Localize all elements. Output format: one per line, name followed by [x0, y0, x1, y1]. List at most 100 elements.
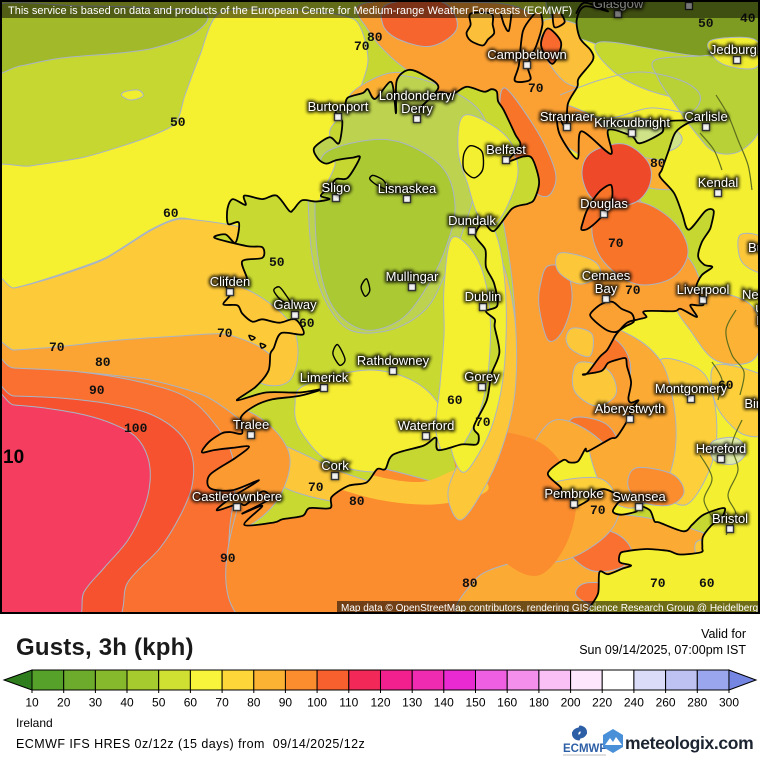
svg-text:Hereford: Hereford	[696, 441, 747, 456]
svg-text:Hereford: Hereford	[696, 441, 747, 456]
svg-text:Dublin: Dublin	[465, 289, 502, 304]
svg-text:50: 50	[170, 115, 186, 130]
svg-text:260: 260	[656, 696, 676, 709]
svg-text:Aberystwyth: Aberystwyth	[595, 401, 666, 416]
svg-text:80: 80	[247, 696, 261, 709]
svg-text:Pembroke: Pembroke	[544, 486, 603, 501]
svg-text:Kirkcudbright: Kirkcudbright	[594, 115, 670, 130]
svg-text:meteologix.com: meteologix.com	[625, 733, 753, 753]
svg-text:100: 100	[307, 696, 327, 709]
svg-text:180: 180	[529, 696, 549, 709]
svg-text:Rathdowney: Rathdowney	[357, 353, 430, 368]
svg-text:80: 80	[650, 156, 666, 171]
svg-text:Birmingham: Birmingham	[744, 396, 760, 411]
svg-text:90: 90	[89, 383, 105, 398]
svg-text:Lyme: Lyme	[756, 313, 760, 328]
svg-text:90: 90	[220, 551, 236, 566]
svg-text:Campbeltown: Campbeltown	[487, 47, 567, 62]
svg-text:Montgomery: Montgomery	[655, 381, 728, 396]
svg-text:Swansea: Swansea	[612, 489, 666, 504]
svg-text:Kendal: Kendal	[698, 175, 739, 190]
svg-text:60: 60	[699, 576, 715, 591]
svg-text:90: 90	[279, 696, 293, 709]
svg-text:150: 150	[465, 696, 485, 709]
svg-text:Swansea: Swansea	[612, 489, 666, 504]
svg-text:30: 30	[89, 696, 103, 709]
svg-text:Bristol: Bristol	[712, 511, 748, 526]
svg-text:70: 70	[608, 236, 624, 251]
svg-text:70: 70	[308, 480, 324, 495]
svg-text:Belfast: Belfast	[486, 142, 526, 157]
svg-text:Bay: Bay	[595, 281, 618, 296]
svg-text:70: 70	[49, 340, 65, 355]
svg-text:Aberystwyth: Aberystwyth	[595, 401, 666, 416]
svg-text:240: 240	[624, 696, 644, 709]
svg-text:Castletownbere: Castletownbere	[192, 489, 282, 504]
svg-text:Derry: Derry	[401, 101, 433, 116]
svg-text:70: 70	[590, 503, 606, 518]
svg-text:70: 70	[475, 415, 491, 430]
svg-text:70: 70	[625, 283, 641, 298]
svg-text:160: 160	[497, 696, 517, 709]
svg-text:80: 80	[349, 494, 365, 509]
svg-text:80: 80	[367, 30, 383, 45]
svg-text:Jedburgh: Jedburgh	[710, 42, 760, 57]
svg-text:10: 10	[25, 696, 39, 709]
svg-text:Limerick: Limerick	[300, 370, 349, 385]
svg-text:Sligo: Sligo	[322, 180, 351, 195]
svg-text:70: 70	[650, 576, 666, 591]
svg-text:Lyme: Lyme	[756, 313, 760, 328]
svg-text:Limerick: Limerick	[300, 370, 349, 385]
svg-text:60: 60	[447, 393, 463, 408]
svg-text:Belfast: Belfast	[486, 142, 526, 157]
svg-text:Cork: Cork	[321, 458, 349, 473]
svg-text:Montgomery: Montgomery	[655, 381, 728, 396]
svg-text:Clifden: Clifden	[210, 274, 250, 289]
svg-text:Lisnaskea: Lisnaskea	[378, 181, 437, 196]
svg-text:40: 40	[120, 696, 134, 709]
svg-text:This service is based on data: This service is based on data and produc…	[8, 5, 572, 17]
svg-text:under: under	[755, 300, 760, 315]
svg-text:200: 200	[561, 696, 581, 709]
svg-text:70: 70	[217, 326, 233, 341]
svg-text:Carlisle: Carlisle	[684, 109, 727, 124]
svg-text:Gorey: Gorey	[464, 369, 500, 384]
svg-text:Dundalk: Dundalk	[448, 213, 496, 228]
svg-text:Kirkcudbright: Kirkcudbright	[594, 115, 670, 130]
svg-text:Stranraer: Stranraer	[540, 109, 595, 124]
svg-text:Mullingar: Mullingar	[386, 269, 439, 284]
svg-text:Burnley: Burnley	[748, 240, 760, 255]
svg-text:Map data © OpenStreetMap contr: Map data © OpenStreetMap contributors, r…	[341, 603, 760, 614]
svg-text:Mullingar: Mullingar	[386, 269, 439, 284]
svg-text:Derry: Derry	[401, 101, 433, 116]
svg-text:Londonderry/: Londonderry/	[379, 88, 456, 103]
svg-text:Tralee: Tralee	[233, 417, 269, 432]
svg-text:Cemaes: Cemaes	[582, 268, 631, 283]
svg-text:280: 280	[687, 696, 707, 709]
svg-text:Castletownbere: Castletownbere	[192, 489, 282, 504]
svg-text:60: 60	[163, 206, 179, 221]
svg-text:Burnley: Burnley	[748, 240, 760, 255]
svg-text:Stranraer: Stranraer	[540, 109, 595, 124]
svg-text:80: 80	[462, 576, 478, 591]
svg-text:80: 80	[95, 355, 111, 370]
svg-text:100: 100	[124, 421, 148, 436]
svg-text:20: 20	[57, 696, 71, 709]
svg-text:Pembroke: Pembroke	[544, 486, 603, 501]
svg-text:Kendal: Kendal	[698, 175, 739, 190]
svg-text:Clifden: Clifden	[210, 274, 250, 289]
svg-text:Waterford: Waterford	[398, 418, 455, 433]
svg-text:Gorey: Gorey	[464, 369, 500, 384]
svg-text:70: 70	[528, 81, 544, 96]
svg-text:Newcastle: Newcastle	[742, 287, 760, 302]
svg-text:300: 300	[719, 696, 739, 709]
svg-text:Burtonport: Burtonport	[308, 99, 369, 114]
svg-text:Lisnaskea: Lisnaskea	[378, 181, 437, 196]
svg-text:Douglas: Douglas	[580, 196, 628, 211]
svg-text:Liverpool: Liverpool	[677, 282, 730, 297]
svg-text:10: 10	[3, 447, 24, 468]
svg-text:130: 130	[402, 696, 422, 709]
svg-text:220: 220	[592, 696, 612, 709]
svg-text:50: 50	[698, 16, 714, 31]
svg-text:120: 120	[370, 696, 390, 709]
